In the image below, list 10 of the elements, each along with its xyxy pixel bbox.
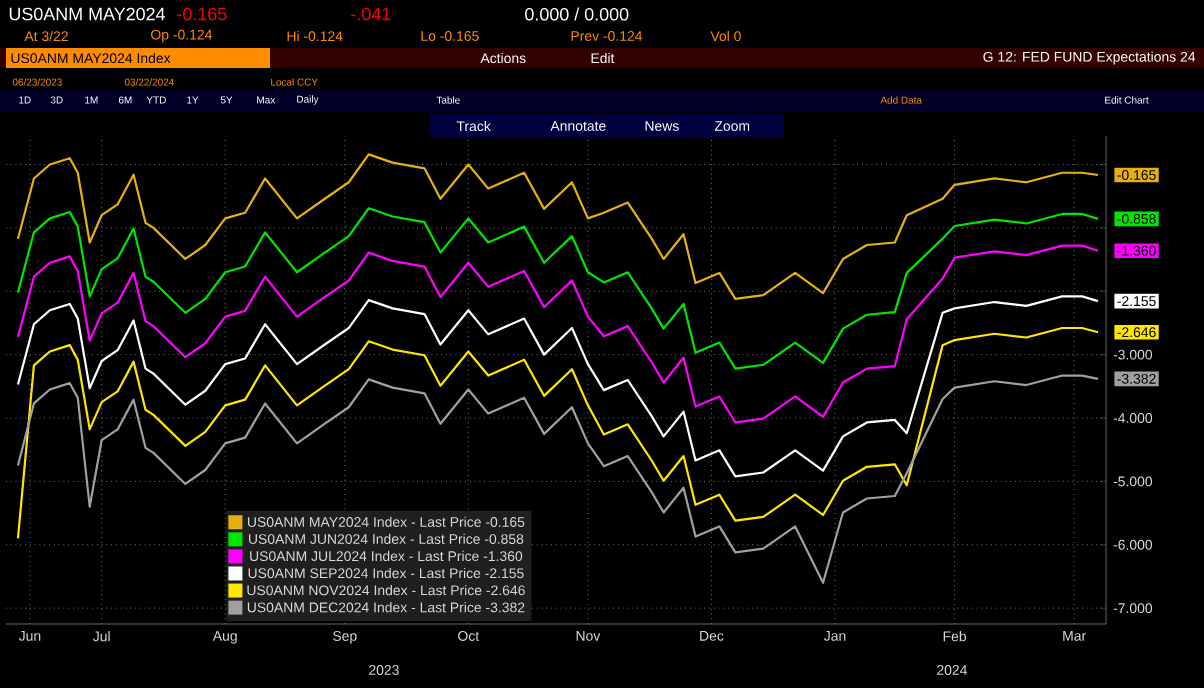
line-series <box>16 244 1100 424</box>
line-series <box>16 295 1100 478</box>
line-series <box>16 207 1100 370</box>
line-series <box>16 374 1100 584</box>
text: -0.165 <box>177 7 227 21</box>
text: 0.000 / 0.000 <box>525 7 629 21</box>
line-series <box>16 326 1100 540</box>
text: -.041 <box>351 7 391 21</box>
text: US0ANM MAY2024 <box>9 7 165 21</box>
line-series <box>16 153 1100 300</box>
